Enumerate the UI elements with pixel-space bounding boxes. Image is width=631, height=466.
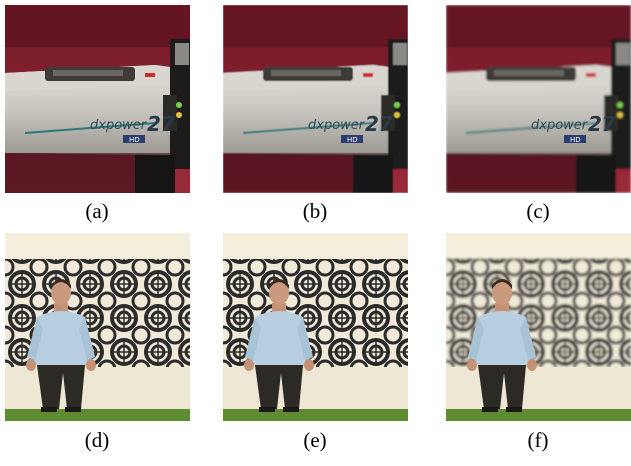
panel-b-image: dxpower 27 HD	[223, 5, 408, 193]
camera-model-text: 27	[365, 112, 393, 136]
camera-brand-text: dxpower	[90, 118, 148, 133]
camera-badge-text: HD	[570, 136, 581, 144]
panel-c-image: dxpower 27 HD	[446, 5, 631, 193]
camera-badge-text: HD	[347, 136, 358, 144]
camera-badge-text: HD	[129, 136, 140, 144]
camera-model-text: 27	[588, 112, 616, 136]
camera-brand-text: dxpower	[531, 118, 589, 133]
panel-b-caption: (b)	[302, 199, 328, 223]
camera-brand-text: dxpower	[308, 118, 366, 133]
panel-d-image	[5, 233, 190, 421]
panel-f-image	[446, 233, 631, 421]
panel-f-caption: (f)	[527, 428, 549, 452]
panel-a-caption: (a)	[85, 199, 109, 223]
panel-c-caption: (c)	[526, 199, 550, 223]
camera-model-text: 27	[147, 112, 175, 136]
panel-a-image: dxpower 27 HD	[5, 5, 190, 193]
panel-e-caption: (e)	[303, 428, 327, 452]
panel-e-image	[223, 233, 408, 421]
panel-d-caption: (d)	[84, 428, 110, 452]
